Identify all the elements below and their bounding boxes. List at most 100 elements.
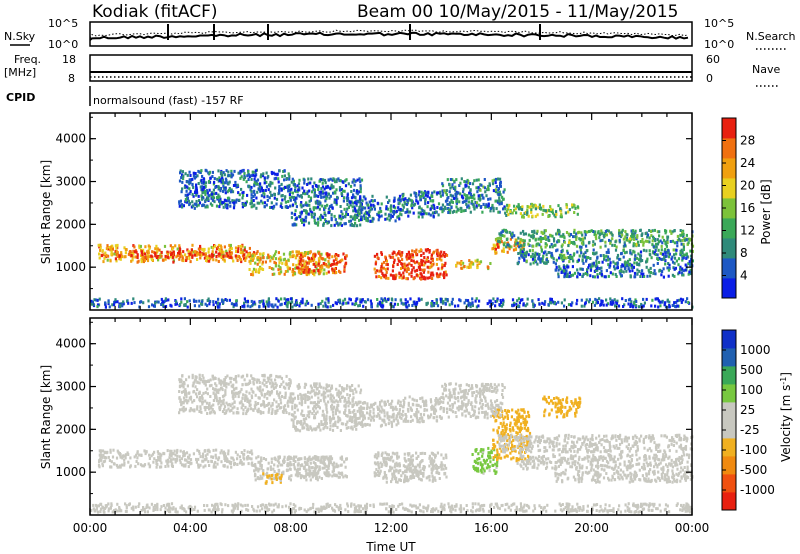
heatmap-cell (455, 194, 458, 198)
heatmap-cell (411, 476, 414, 480)
heatmap-cell (619, 235, 623, 239)
heatmap-cell (506, 230, 509, 234)
heatmap-cell (407, 458, 410, 462)
heatmap-cell (471, 182, 475, 186)
heatmap-cell (271, 181, 274, 185)
heatmap-cell (322, 223, 325, 227)
heatmap-cell (268, 196, 271, 200)
heatmap-cell (172, 250, 175, 254)
heatmap-cell (526, 213, 529, 216)
heatmap-cell (620, 274, 623, 278)
heatmap-cell (382, 260, 386, 264)
heatmap-cell (243, 246, 246, 250)
heatmap-cell (644, 239, 647, 243)
heatmap-cell (489, 209, 492, 213)
heatmap-cell (509, 210, 512, 213)
heatmap-cell (158, 248, 161, 252)
heatmap-cell (438, 477, 441, 480)
heatmap-cell (324, 463, 327, 467)
heatmap-cell (494, 304, 497, 308)
heatmap-cell (327, 192, 330, 196)
heatmap-cell (250, 205, 253, 209)
heatmap-cell (311, 211, 314, 215)
heatmap-cell (268, 266, 271, 269)
heatmap-cell (231, 173, 235, 177)
heatmap-cell (544, 245, 547, 249)
heatmap-cell (533, 231, 536, 234)
heatmap-cell (403, 456, 406, 460)
heatmap-cell (188, 257, 191, 260)
heatmap-cell (443, 276, 446, 280)
heatmap-cell (425, 258, 428, 262)
heatmap-cell (527, 214, 530, 218)
heatmap-cell (662, 267, 665, 271)
heatmap-cell (422, 212, 425, 216)
heatmap-cell (344, 263, 347, 267)
heatmap-cell (613, 244, 616, 247)
heatmap-cell (273, 272, 276, 276)
heatmap-cell (187, 465, 190, 469)
heatmap-cell (320, 455, 323, 459)
heatmap-cell (262, 304, 265, 308)
heatmap-cell (198, 199, 201, 202)
heatmap-cell (335, 180, 338, 184)
heatmap-cell (175, 459, 178, 463)
heatmap-cell (147, 462, 150, 466)
heatmap-cell (469, 210, 472, 214)
heatmap-cell (313, 254, 316, 258)
heatmap-cell (547, 238, 550, 242)
heatmap-cell (377, 470, 380, 473)
heatmap-cell (212, 258, 215, 262)
heatmap-cell (455, 210, 458, 214)
heatmap-cell (516, 244, 519, 248)
heatmap-cell (422, 474, 425, 478)
heatmap-cell (475, 297, 478, 301)
heatmap-cell (673, 229, 676, 233)
heatmap-cell (553, 239, 556, 243)
heatmap-cell (423, 452, 427, 455)
heatmap-cell (380, 304, 383, 308)
heatmap-cell (689, 249, 692, 253)
heatmap-cell (418, 249, 421, 253)
heatmap-cell (166, 458, 169, 462)
heatmap-cell (676, 244, 679, 248)
heatmap-cell (405, 277, 408, 281)
heatmap-cell (556, 240, 559, 244)
heatmap-cell (485, 203, 488, 207)
heatmap-cell (623, 251, 626, 255)
heatmap-cell (317, 262, 320, 266)
heatmap-cell (521, 214, 524, 218)
heatmap-cell (474, 468, 477, 472)
heatmap-cell (135, 453, 138, 457)
heatmap-cell (305, 299, 308, 303)
heatmap-cell (164, 257, 167, 261)
heatmap-cell (417, 265, 420, 269)
heatmap-cell (576, 250, 579, 254)
heatmap-cell (201, 197, 204, 201)
heatmap-cell (178, 257, 181, 261)
heatmap-cell (346, 199, 349, 203)
heatmap-cell (308, 199, 311, 203)
heatmap-cell (107, 254, 110, 258)
heatmap-cell (359, 218, 363, 222)
heatmap-cell (300, 300, 303, 304)
heatmap-cell (213, 192, 216, 196)
heatmap-cell (494, 249, 497, 253)
heatmap-cell (540, 207, 543, 211)
heatmap-cell (676, 304, 679, 308)
heatmap-cell (521, 255, 524, 259)
heatmap-cell (299, 215, 302, 219)
heatmap-cell (191, 243, 194, 247)
heatmap-cell (106, 258, 109, 262)
heatmap-cell (270, 205, 273, 209)
heatmap-cell (462, 187, 465, 191)
heatmap-cell (249, 450, 252, 454)
heatmap-cell (305, 273, 308, 277)
heatmap-cell (667, 274, 670, 278)
heatmap-cell (451, 297, 454, 301)
heatmap-cell (552, 260, 555, 264)
heatmap-cell (433, 190, 436, 194)
heatmap-cell (301, 263, 304, 267)
heatmap-cell (212, 182, 215, 186)
